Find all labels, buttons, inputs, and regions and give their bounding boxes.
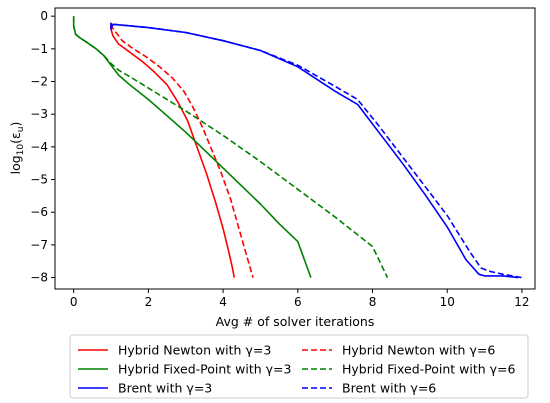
series-line-3 bbox=[72, 16, 312, 278]
x-tick-label: 2 bbox=[145, 295, 153, 309]
y-tick-label: −5 bbox=[30, 173, 48, 187]
legend-frame bbox=[69, 334, 529, 399]
legend-entry: Hybrid Newton with γ=3 bbox=[118, 343, 271, 358]
series-lines bbox=[72, 16, 523, 279]
x-tick-label: 4 bbox=[219, 295, 227, 309]
y-tick-label: −4 bbox=[30, 140, 48, 154]
series-line-5 bbox=[110, 22, 519, 279]
y-label-base: log bbox=[8, 155, 23, 174]
x-tick-label: 8 bbox=[369, 295, 377, 309]
legend: Hybrid Newton with γ=3 Hybrid Newton with… bbox=[69, 334, 529, 399]
y-tick-label: 0 bbox=[40, 9, 48, 23]
x-tick-label: 6 bbox=[294, 295, 302, 309]
y-tick-label: −1 bbox=[30, 42, 48, 56]
legend-entry: Brent with γ=3 bbox=[118, 381, 212, 396]
y-tick-label: −2 bbox=[30, 75, 48, 89]
y-label-arg-sub: u bbox=[16, 127, 26, 133]
series-line-6 bbox=[112, 23, 523, 279]
x-tick-label: 12 bbox=[514, 295, 529, 309]
legend-entry: Hybrid Fixed-Point with γ=3 bbox=[118, 362, 291, 377]
x-axis-label: Avg # of solver iterations bbox=[216, 314, 375, 329]
y-tick-label: −7 bbox=[30, 238, 48, 252]
x-tick-label: 0 bbox=[70, 295, 78, 309]
y-label-sub: 10 bbox=[16, 144, 26, 156]
y-tick-label: −8 bbox=[30, 271, 48, 285]
y-label-close: ) bbox=[8, 122, 23, 127]
series-line-1 bbox=[110, 22, 236, 278]
y-axis-label: log10(εu) bbox=[8, 122, 26, 175]
series-line-4 bbox=[72, 16, 389, 278]
y-tick-label: −3 bbox=[30, 107, 48, 121]
series-line-2 bbox=[110, 24, 254, 278]
y-tick-label: −6 bbox=[30, 205, 48, 219]
x-tick-label: 10 bbox=[440, 295, 455, 309]
plot-area bbox=[54, 7, 536, 290]
y-label-arg: (ε bbox=[8, 132, 23, 144]
axis-ticks: 0 2 4 6 8 10 12 0 −1 −2 −3 −4 −5 −6 −7 −8 bbox=[30, 9, 529, 309]
legend-entry: Brent with γ=6 bbox=[342, 381, 436, 396]
svg-text:log10(εu): log10(εu) bbox=[8, 122, 26, 175]
legend-entry: Hybrid Newton with γ=6 bbox=[342, 343, 495, 358]
legend-entry: Hybrid Fixed-Point with γ=6 bbox=[342, 362, 516, 377]
